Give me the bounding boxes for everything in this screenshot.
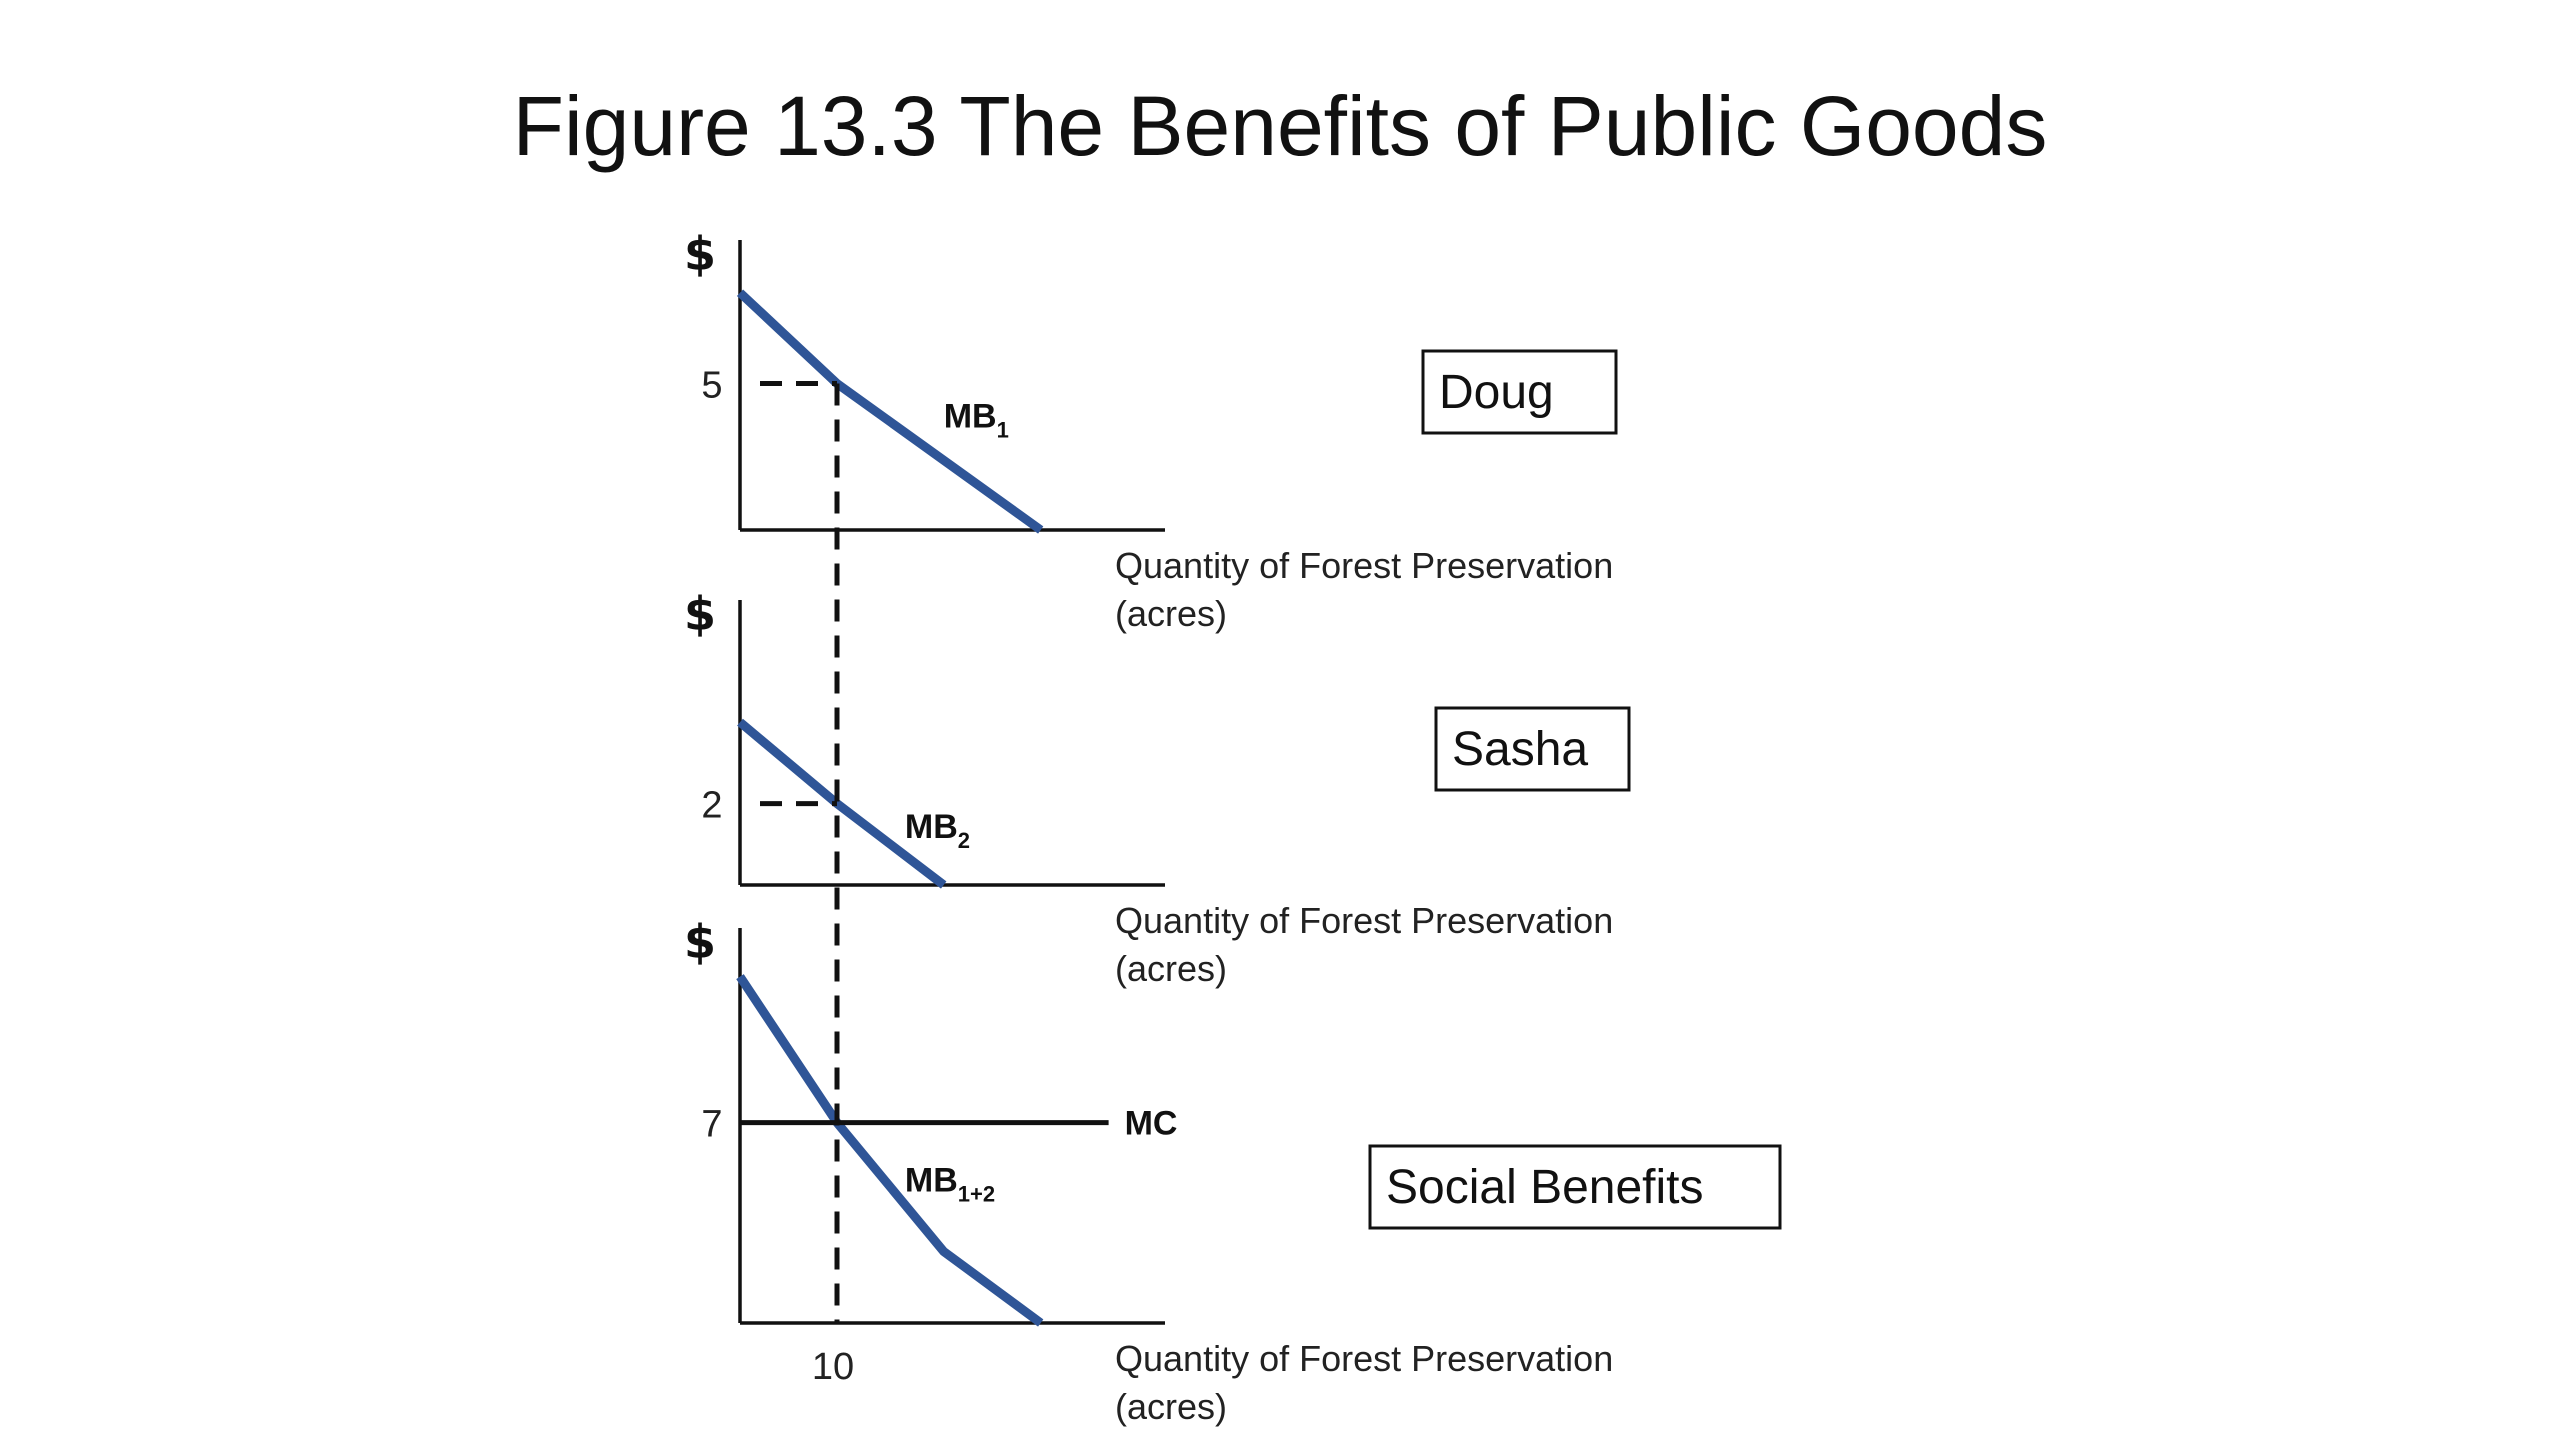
y-axis-label: $ [684, 915, 716, 969]
mb-label-1+2: MB1+2 [905, 1161, 995, 1206]
mb-label-2: MB2 [905, 808, 970, 853]
y-tick-label: 5 [701, 365, 722, 407]
x-axis-label: Quantity of Forest Preservation [1115, 900, 1613, 941]
x-tick-label: 10 [812, 1346, 854, 1388]
x-axis-label-units: (acres) [1115, 593, 1227, 634]
x-axis-label: Quantity of Forest Preservation [1115, 545, 1613, 586]
panel-label-box-social [1368, 1144, 1782, 1230]
x-axis-label: Quantity of Forest Preservation [1115, 1338, 1613, 1379]
panel-label-box-doug [1421, 349, 1618, 435]
y-axis-label: $ [684, 587, 716, 641]
y-tick-label: 7 [701, 1104, 722, 1146]
mc-label: MC [1125, 1105, 1178, 1143]
panel-label-social: Social Benefits [1386, 1161, 1704, 1214]
panel-label-box-sasha [1434, 706, 1631, 792]
x-axis-label-units: (acres) [1115, 948, 1227, 989]
x-axis-label-units: (acres) [1115, 1386, 1227, 1427]
mb-label-1: MB1 [944, 397, 1009, 442]
y-axis-label: $ [684, 227, 716, 281]
y-tick-label: 2 [701, 785, 722, 827]
panel-label-sasha: Sasha [1452, 723, 1588, 776]
slide-title: Figure 13.3 The Benefits of Public Goods [512, 79, 2048, 173]
panel-label-doug: Doug [1439, 366, 1554, 419]
mb-curve-1+2 [736, 974, 1044, 1327]
